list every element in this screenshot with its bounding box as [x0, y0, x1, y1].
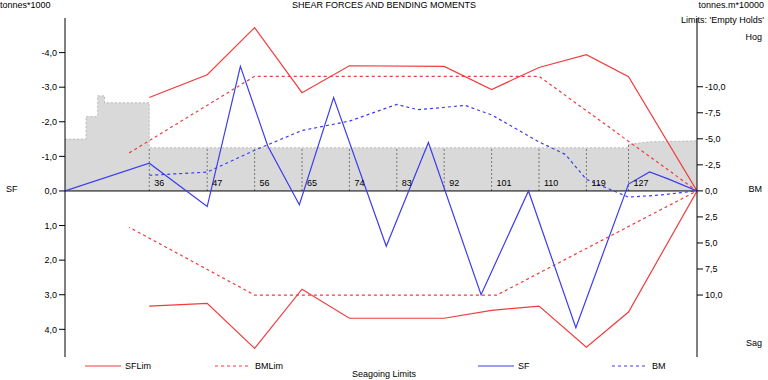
svg-text:-1,0: -1,0: [41, 152, 57, 162]
svg-text:-7,5: -7,5: [705, 108, 721, 118]
svg-text:-2,5: -2,5: [705, 160, 721, 170]
svg-text:92: 92: [449, 178, 459, 188]
svg-text:3,0: 3,0: [44, 290, 57, 300]
html-text:SHEAR FORCES AND BENDING MOMEN: SHEAR FORCES AND BENDING MOMENTS: [292, 0, 476, 10]
svg-text:0,0: 0,0: [705, 186, 718, 196]
svg-text:2,0: 2,0: [44, 255, 57, 265]
svg-text:119: 119: [591, 178, 605, 188]
svg-text:74: 74: [354, 178, 364, 188]
svg-text:-3,0: -3,0: [41, 82, 57, 92]
html-text:Seagoing Limits: Seagoing Limits: [352, 369, 416, 379]
html-text:tonnes.m*10000: tonnes.m*10000: [698, 0, 764, 10]
svg-text:36: 36: [154, 178, 164, 188]
html-text:BM: BM: [652, 361, 666, 371]
svg-text:-10,0: -10,0: [705, 82, 726, 92]
svg-text:7,5: 7,5: [705, 264, 718, 274]
svg-text:-2,0: -2,0: [41, 117, 57, 127]
html-text:Sag: Sag: [746, 338, 762, 348]
svg-text:65: 65: [307, 178, 317, 188]
svg-text:4,0: 4,0: [44, 325, 57, 335]
svg-text:5,0: 5,0: [705, 238, 718, 248]
html-text:SFLim: SFLim: [125, 361, 151, 371]
html-text:BMLim: BMLim: [255, 361, 283, 371]
html-text:SF: SF: [6, 184, 18, 194]
html-text:Limits: 'Empty Holds': Limits: 'Empty Holds': [681, 15, 764, 25]
svg-text:101: 101: [497, 178, 512, 188]
svg-text:-5,0: -5,0: [705, 134, 721, 144]
svg-text:47: 47: [212, 178, 222, 188]
html-text:tonnes*1000: tonnes*1000: [0, 0, 51, 10]
svg-text:2,5: 2,5: [705, 212, 718, 222]
svg-text:1,0: 1,0: [44, 221, 57, 231]
svg-text:10,0: 10,0: [705, 290, 723, 300]
html-text:BM: BM: [748, 184, 762, 194]
svg-text:56: 56: [260, 178, 270, 188]
svg-text:0,0: 0,0: [44, 186, 57, 196]
html-text:Hog: Hog: [745, 32, 762, 42]
svg-text:127: 127: [634, 178, 649, 188]
svg-text:110: 110: [544, 178, 558, 188]
html-text:SF: SF: [518, 361, 530, 371]
svg-text:83: 83: [402, 178, 412, 188]
svg-text:-4,0: -4,0: [41, 48, 57, 58]
